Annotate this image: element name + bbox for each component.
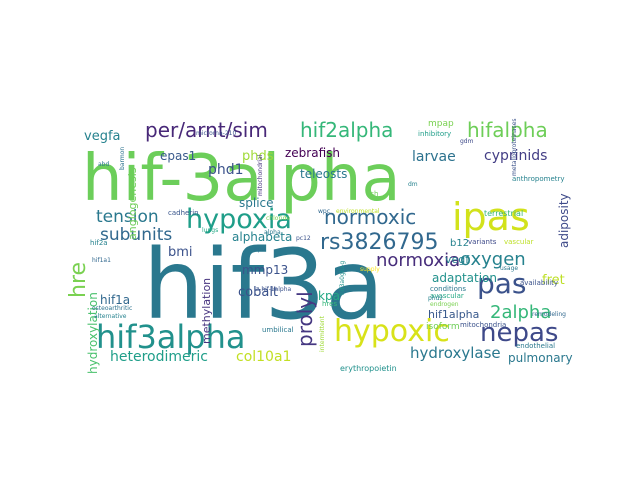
cloud-word: kpa (318, 289, 340, 303)
cloud-word: epo (254, 246, 266, 253)
cloud-word: mmp13 (242, 263, 288, 277)
cloud-word: microrna-210 (196, 130, 236, 137)
cloud-word: variants (468, 238, 497, 246)
cloud-word: conditions (430, 285, 466, 293)
cloud-word: hif-3alpha (82, 142, 401, 216)
cloud-word: hifalpha (467, 118, 548, 142)
cloud-word: mitochondrial (257, 154, 264, 196)
cloud-word: hydroxylation (86, 292, 100, 374)
cloud-word: splice (239, 196, 274, 210)
cloud-word: pc12 (296, 235, 311, 242)
cloud-word: larvae (412, 149, 456, 165)
cloud-word: endothelial (516, 342, 555, 350)
cloud-word: hif1alpha (428, 308, 479, 321)
cloud-word: normoxic (324, 205, 416, 229)
cloud-word: hypoxia (186, 204, 292, 235)
cloud-word: gdm (460, 138, 474, 145)
cloud-word: zebrafish (285, 146, 340, 160)
cloud-word: dm (408, 181, 418, 188)
cloud-word: vegfa (84, 129, 121, 144)
cloud-word: angiogenesis (126, 167, 139, 240)
cloud-word: osteoarthritic (92, 305, 132, 312)
cloud-word: chloride (266, 215, 290, 222)
cloud-word: mitochondria (460, 321, 506, 329)
cloud-word: hif1a1 (92, 257, 111, 264)
cloud-word: hif2alpha (300, 118, 393, 142)
cloud-word: adaptation (432, 271, 497, 285)
cloud-word: alternative (94, 313, 127, 320)
cloud-word: supply (360, 266, 380, 273)
cloud-word: normoxia (376, 250, 460, 271)
cloud-word: phds (242, 149, 274, 164)
cloud-word: phd1 (208, 162, 244, 178)
cloud-word: barmon (119, 147, 126, 170)
cloud-word: methylation (200, 278, 213, 344)
cloud-word: environmental (336, 208, 380, 215)
cloud-word: phd2 (428, 295, 443, 302)
cloud-word: metalloproteinases (511, 118, 518, 176)
cloud-word: hif1a (100, 293, 130, 307)
cloud-word: cobalt (238, 285, 278, 300)
cloud-word: hre (66, 262, 91, 298)
cloud-word: 2alpha (490, 302, 551, 323)
cloud-word: hres (322, 300, 337, 308)
cloud-word: epas1 (160, 149, 196, 163)
cloud-word: hif2a (90, 239, 108, 247)
cloud-word: endrogen (430, 301, 459, 308)
cloud-word: wpc (318, 208, 330, 215)
cloud-word: usage (500, 265, 518, 272)
cloud-word: subunits (100, 225, 172, 245)
cloud-word: anthropometry (512, 175, 565, 183)
cloud-word: avascular (430, 292, 464, 300)
cloud-word: lungs (202, 227, 218, 234)
cloud-word: teleosts (300, 167, 347, 181)
cloud-word: remodeling (532, 311, 566, 318)
cloud-word: hydroxylase (410, 344, 501, 362)
cloud-word: availability (520, 279, 558, 287)
cloud-word: per/arnt/sim (145, 118, 268, 142)
cloud-word: hif3a (143, 229, 384, 341)
cloud-word: inhibitory (418, 130, 451, 138)
cloud-word: oxygen (460, 249, 526, 270)
cloud-word: abd (98, 161, 109, 168)
cloud-word: terrestrial (484, 209, 523, 218)
cloud-word: erythropoietin (340, 364, 397, 373)
cloud-word: fret (542, 273, 565, 288)
cloud-word: cyprinids (484, 148, 547, 164)
cloud-word: rs3826795 (320, 230, 439, 255)
cloud-word: hif3a0glu-g (339, 261, 346, 295)
cloud-word: fish (366, 190, 379, 198)
cloud-word: col10a1 (236, 349, 291, 365)
cloud-word: tension (96, 207, 159, 227)
cloud-word: pulmonary (508, 351, 573, 365)
cloud-word: bmi (168, 245, 193, 260)
cloud-word: alpha (264, 229, 281, 236)
cloud-word: hypoxic (334, 314, 450, 349)
cloud-word: adiposity (557, 193, 571, 248)
cloud-word: mpap (428, 119, 454, 129)
cloud-word: vascular (504, 238, 534, 246)
cloud-word: nepas (480, 318, 558, 348)
cloud-word: hif3alpha (96, 318, 246, 356)
cloud-word: isoform (426, 322, 460, 332)
cloud-word: intermittent (319, 315, 326, 352)
cloud-word: pas (477, 267, 527, 300)
cloud-word: z-hif-1alpha (256, 286, 292, 293)
cloud-word: vegf (445, 253, 470, 266)
cloud-word: ipas (452, 195, 530, 239)
cloud-word: umbilical (262, 326, 294, 334)
cloud-word: b12 (450, 238, 469, 249)
cloud-word: heterodimeric (110, 349, 208, 365)
cloud-word: alphabeta (232, 230, 292, 244)
cloud-word: cadherin (168, 209, 199, 217)
cloud-word: prolyl (293, 291, 317, 347)
